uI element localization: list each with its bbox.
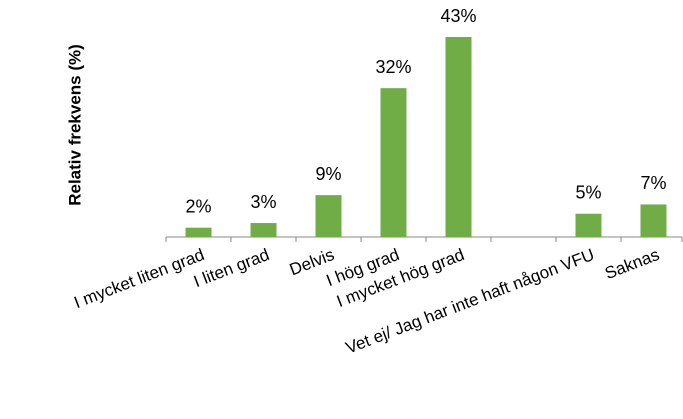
data-label: 43% <box>440 6 476 26</box>
bar <box>575 213 602 237</box>
x-tick-label: Saknas <box>602 245 662 283</box>
bar <box>185 227 212 237</box>
y-axis-title: Relativ frekvens (%) <box>65 44 84 206</box>
x-tick-label: I liten grad <box>191 245 272 291</box>
x-tick-label: I mycket liten grad <box>71 245 207 312</box>
bar <box>445 37 472 237</box>
data-label: 3% <box>250 192 276 212</box>
data-label: 5% <box>575 182 601 202</box>
data-label: 9% <box>315 164 341 184</box>
data-label: 32% <box>375 57 411 77</box>
data-label: 2% <box>185 196 211 216</box>
bar <box>640 204 667 237</box>
bar <box>315 195 342 237</box>
data-label: 7% <box>640 173 666 193</box>
bar <box>250 223 277 237</box>
bar <box>380 88 407 238</box>
